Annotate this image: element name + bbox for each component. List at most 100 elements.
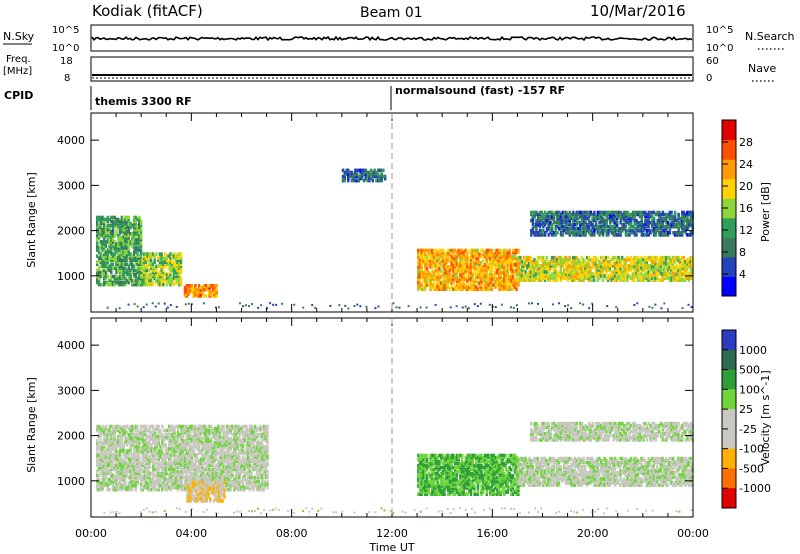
power-echo-cell <box>680 258 684 262</box>
power-echo-cell <box>483 285 487 289</box>
power-echo-cell <box>596 227 600 231</box>
velocity-echo-cell <box>106 483 109 488</box>
power-echo-cell <box>670 278 673 282</box>
power-echo-cell <box>610 214 614 219</box>
power-echo-cell <box>99 215 102 220</box>
power-echo-cell <box>670 268 673 272</box>
power-echo-cell <box>110 262 113 267</box>
velocity-echo-cell <box>146 471 150 476</box>
velocity-echo-cell <box>183 430 187 435</box>
velocity-echo-cell <box>124 461 127 465</box>
power-echo-cell <box>689 264 692 268</box>
power-echo-cell <box>558 216 561 221</box>
power-echo-cell <box>612 264 615 268</box>
velocity-echo-cell <box>166 481 169 486</box>
power-echo-cell <box>645 264 648 268</box>
power-echo-cell <box>614 255 617 260</box>
velocity-echo-cell <box>161 445 164 449</box>
power-echo-cell <box>158 264 162 269</box>
power-echo-cell <box>110 264 113 269</box>
power-echo-cell <box>125 278 129 283</box>
power-echo-cell <box>120 229 123 234</box>
power-echo-cell <box>652 216 656 221</box>
power-echo-cell <box>427 275 430 279</box>
velocity-echo-cell <box>166 487 169 492</box>
power-echo-cell <box>680 276 684 280</box>
power-echo-cell <box>640 266 643 270</box>
velocity-echo-cell <box>96 479 99 484</box>
power-echo-cell <box>431 283 434 287</box>
velocity-echo-cell <box>157 487 160 492</box>
power-echo-cell <box>612 216 615 221</box>
power-echo-cell <box>97 250 101 254</box>
power-echo-cell <box>506 250 509 255</box>
power-echo-cell <box>418 262 422 267</box>
power-echo-cell <box>661 272 664 276</box>
velocity-echo-cell <box>166 451 169 455</box>
power-echo-cell <box>582 216 585 221</box>
power-echo-cell <box>424 258 427 263</box>
power-echo-cell <box>568 214 571 219</box>
power-echo-cell <box>124 215 127 220</box>
velocity-echo-cell <box>96 445 99 449</box>
velocity-echo-cell <box>106 443 109 447</box>
power-echo-cell <box>605 260 608 264</box>
power-echo-cell <box>519 276 522 280</box>
power-echo-cell <box>179 276 183 281</box>
power-echo-cell <box>464 256 467 261</box>
power-echo-cell <box>417 271 420 275</box>
power-echo-cell <box>608 276 612 280</box>
velocity-echo-cell <box>173 461 176 465</box>
velocity-echo-cell <box>115 453 118 457</box>
power-echo-cell <box>497 260 501 265</box>
power-echo-cell <box>598 264 601 268</box>
power-echo-cell <box>533 268 536 272</box>
velocity-echo-cell <box>145 449 148 453</box>
power-echo-cell <box>656 255 659 260</box>
power-echo-cell <box>101 221 104 226</box>
power-echo-cell <box>382 174 385 179</box>
power-echo-cell <box>169 272 172 277</box>
power-echo-cell <box>640 258 643 262</box>
power-echo-cell <box>501 267 504 271</box>
power-echo-cell <box>454 248 457 253</box>
velocity-echo-cell <box>104 424 108 429</box>
power-echo-cell <box>661 278 664 282</box>
velocity-echo-cell <box>197 445 201 449</box>
power-echo-cell <box>506 275 509 279</box>
power-echo-cell <box>103 262 106 267</box>
velocity-echo-cell <box>117 461 120 465</box>
power-echo-cell <box>131 262 134 267</box>
power-echo-cell <box>462 254 466 259</box>
power-echo-cell <box>108 240 111 244</box>
power-echo-cell <box>354 174 357 179</box>
power-echo-cell <box>103 221 106 226</box>
velocity-echo-cell <box>176 485 180 490</box>
power-echo-cell <box>686 233 689 237</box>
power-echo-cell <box>462 275 466 279</box>
power-echo-cell <box>663 216 666 221</box>
power-echo-cell <box>601 220 605 225</box>
power-echo-cell <box>666 224 670 229</box>
velocity-echo-cell <box>139 463 143 467</box>
power-echo-cell <box>425 275 429 279</box>
power-echo-cell <box>638 227 642 231</box>
power-echo-cell <box>652 229 656 233</box>
power-echo-cell <box>580 276 583 280</box>
velocity-echo-cell <box>161 443 164 447</box>
power-echo-cell <box>578 266 582 270</box>
velocity-echo-cell <box>187 451 190 455</box>
velocity-echo-cell <box>199 439 202 443</box>
power-echo-cell <box>142 254 146 258</box>
power-echo-cell <box>563 218 566 223</box>
power-echo-cell <box>643 276 647 280</box>
power-echo-cell <box>436 275 439 279</box>
power-echo-cell <box>579 227 582 231</box>
power-noise-cell <box>217 306 220 309</box>
power-echo-cell <box>464 267 467 271</box>
power-echo-cell <box>601 224 605 229</box>
velocity-echo-cell <box>164 445 167 449</box>
power-echo-cell <box>132 268 136 273</box>
power-echo-cell <box>432 273 436 277</box>
velocity-echo-cell <box>176 434 180 439</box>
